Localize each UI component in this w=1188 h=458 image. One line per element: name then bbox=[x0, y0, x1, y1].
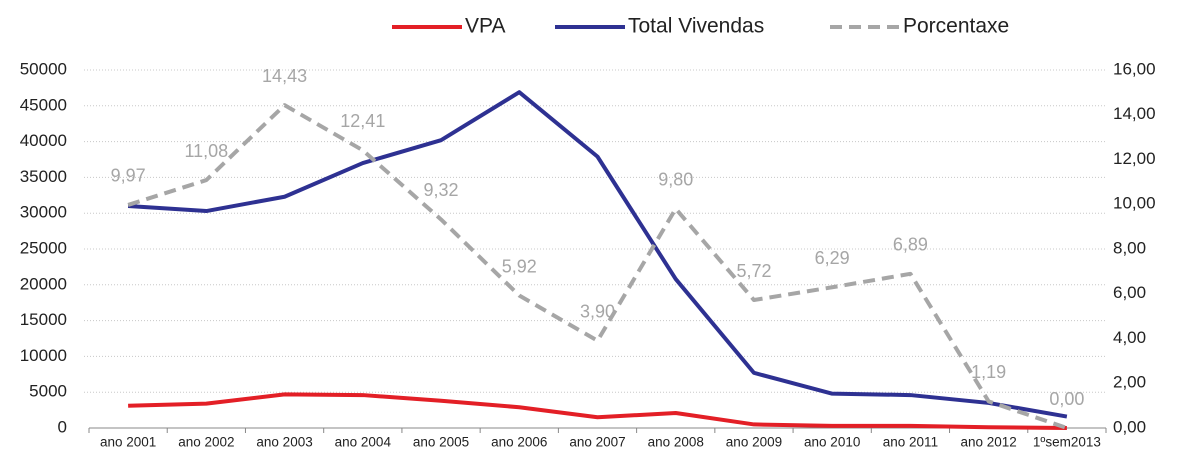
series-line bbox=[127, 103, 1068, 430]
x-tick-label: ano 2002 bbox=[178, 435, 234, 450]
y2-tick-label: 16,00 bbox=[1113, 59, 1156, 78]
y-tick-label: 20000 bbox=[20, 274, 67, 293]
data-label: 5,72 bbox=[736, 261, 771, 281]
data-label: 12,41 bbox=[340, 111, 385, 131]
data-label: 6,89 bbox=[893, 235, 928, 255]
y2-tick-label: 12,00 bbox=[1113, 149, 1156, 168]
y-tick-label: 25000 bbox=[20, 238, 67, 257]
data-label: 9,32 bbox=[424, 180, 459, 200]
x-tick-label: ano 2007 bbox=[569, 435, 625, 450]
data-label: 11,08 bbox=[184, 141, 228, 161]
data-label: 5,92 bbox=[502, 256, 537, 276]
y-tick-label: 10000 bbox=[20, 346, 67, 365]
data-label: 1,19 bbox=[971, 362, 1006, 382]
y-tick-label: 35000 bbox=[20, 167, 67, 186]
y2-tick-label: 4,00 bbox=[1113, 328, 1146, 347]
y2-tick-label: 0,00 bbox=[1113, 417, 1146, 436]
x-tick-label: ano 2010 bbox=[804, 435, 860, 450]
y-tick-label: 40000 bbox=[20, 131, 67, 150]
legend-label: Porcentaxe bbox=[903, 15, 1009, 38]
y-tick-label: 50000 bbox=[20, 59, 67, 78]
x-tick-label: ano 2011 bbox=[883, 435, 938, 450]
data-label: 6,29 bbox=[815, 248, 850, 268]
y2-tick-label: 14,00 bbox=[1113, 104, 1156, 123]
y-tick-label: 15000 bbox=[20, 310, 67, 329]
x-tick-label: ano 2009 bbox=[726, 435, 782, 450]
x-tick-label: ano 2004 bbox=[335, 435, 392, 450]
x-tick-label: ano 2003 bbox=[256, 435, 312, 450]
y2-tick-label: 8,00 bbox=[1113, 238, 1146, 257]
data-label: 9,97 bbox=[111, 166, 146, 186]
y-tick-label: 5000 bbox=[29, 382, 67, 401]
x-tick-label: ano 2001 bbox=[100, 435, 156, 450]
data-label: 14,43 bbox=[262, 66, 307, 86]
series-line bbox=[128, 392, 1067, 430]
x-tick-label: ano 2005 bbox=[413, 435, 469, 450]
x-tick-label: ano 2008 bbox=[648, 435, 704, 450]
y-tick-label: 30000 bbox=[20, 203, 67, 222]
y-tick-label: 0 bbox=[58, 417, 67, 436]
x-tick-label: ano 2012 bbox=[960, 435, 1016, 450]
y2-tick-label: 6,00 bbox=[1113, 283, 1146, 302]
y2-tick-label: 2,00 bbox=[1113, 373, 1146, 392]
data-label: 9,80 bbox=[658, 169, 693, 189]
y-tick-label: 45000 bbox=[20, 95, 67, 114]
y2-tick-label: 10,00 bbox=[1113, 194, 1156, 213]
data-label: 3,90 bbox=[580, 301, 615, 321]
data-label: 0,00 bbox=[1049, 389, 1084, 409]
x-tick-label: 1ºsem2013 bbox=[1033, 435, 1101, 450]
legend-label: VPA bbox=[465, 15, 505, 38]
series-line bbox=[127, 90, 1068, 419]
x-tick-label: ano 2006 bbox=[491, 435, 547, 450]
legend-label: Total Vivendas bbox=[628, 15, 764, 38]
